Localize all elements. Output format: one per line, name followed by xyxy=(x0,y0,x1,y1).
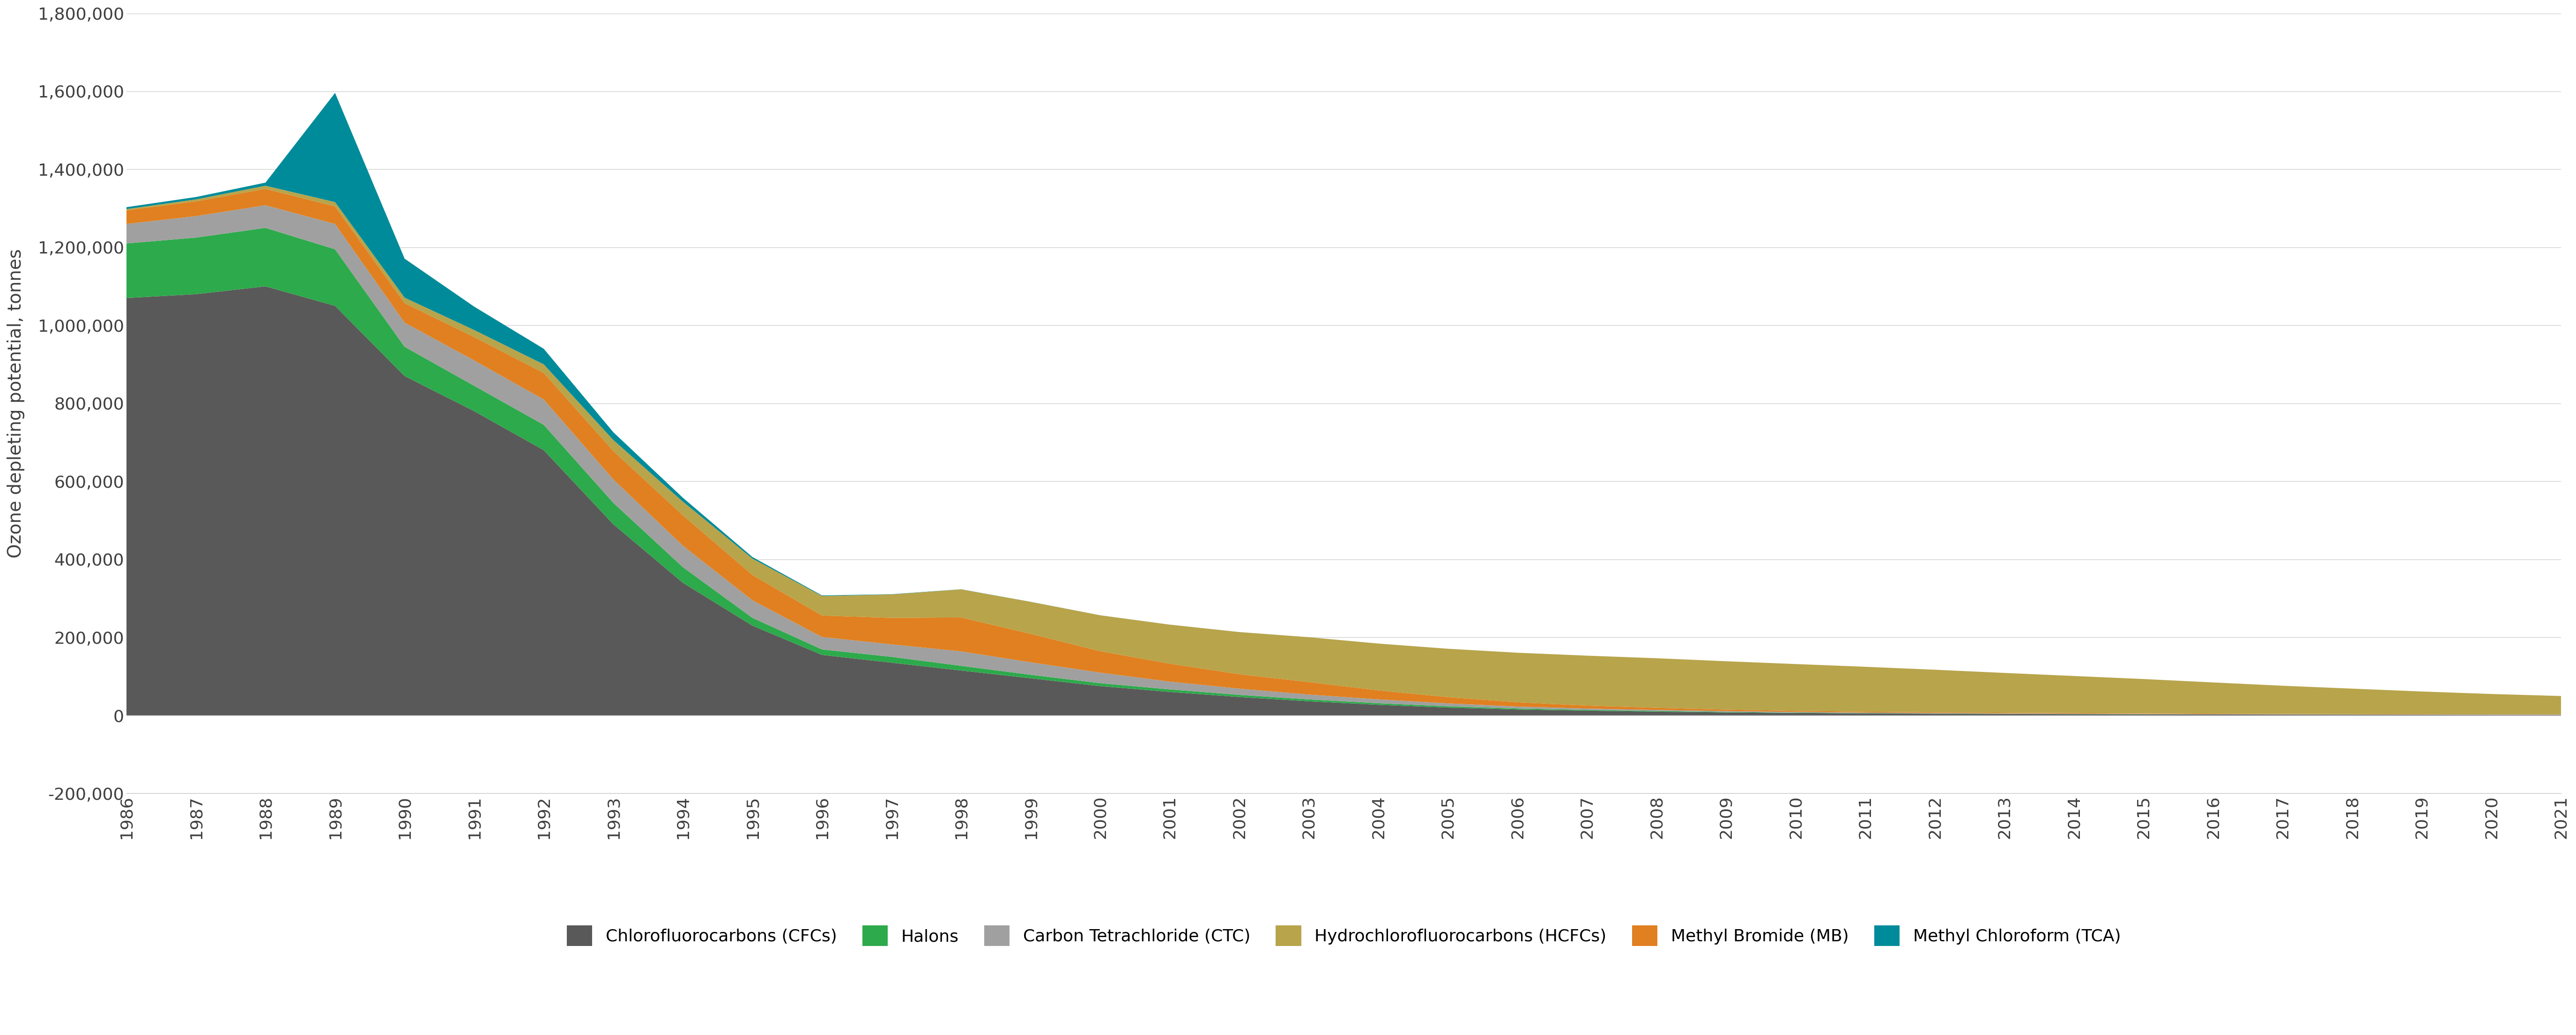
Legend: Chlorofluorocarbons (CFCs), Halons, Carbon Tetrachloride (CTC), Hydrochlorofluor: Chlorofluorocarbons (CFCs), Halons, Carb… xyxy=(559,919,2128,953)
Y-axis label: Ozone depleting potential, tonnes: Ozone depleting potential, tonnes xyxy=(8,248,26,558)
